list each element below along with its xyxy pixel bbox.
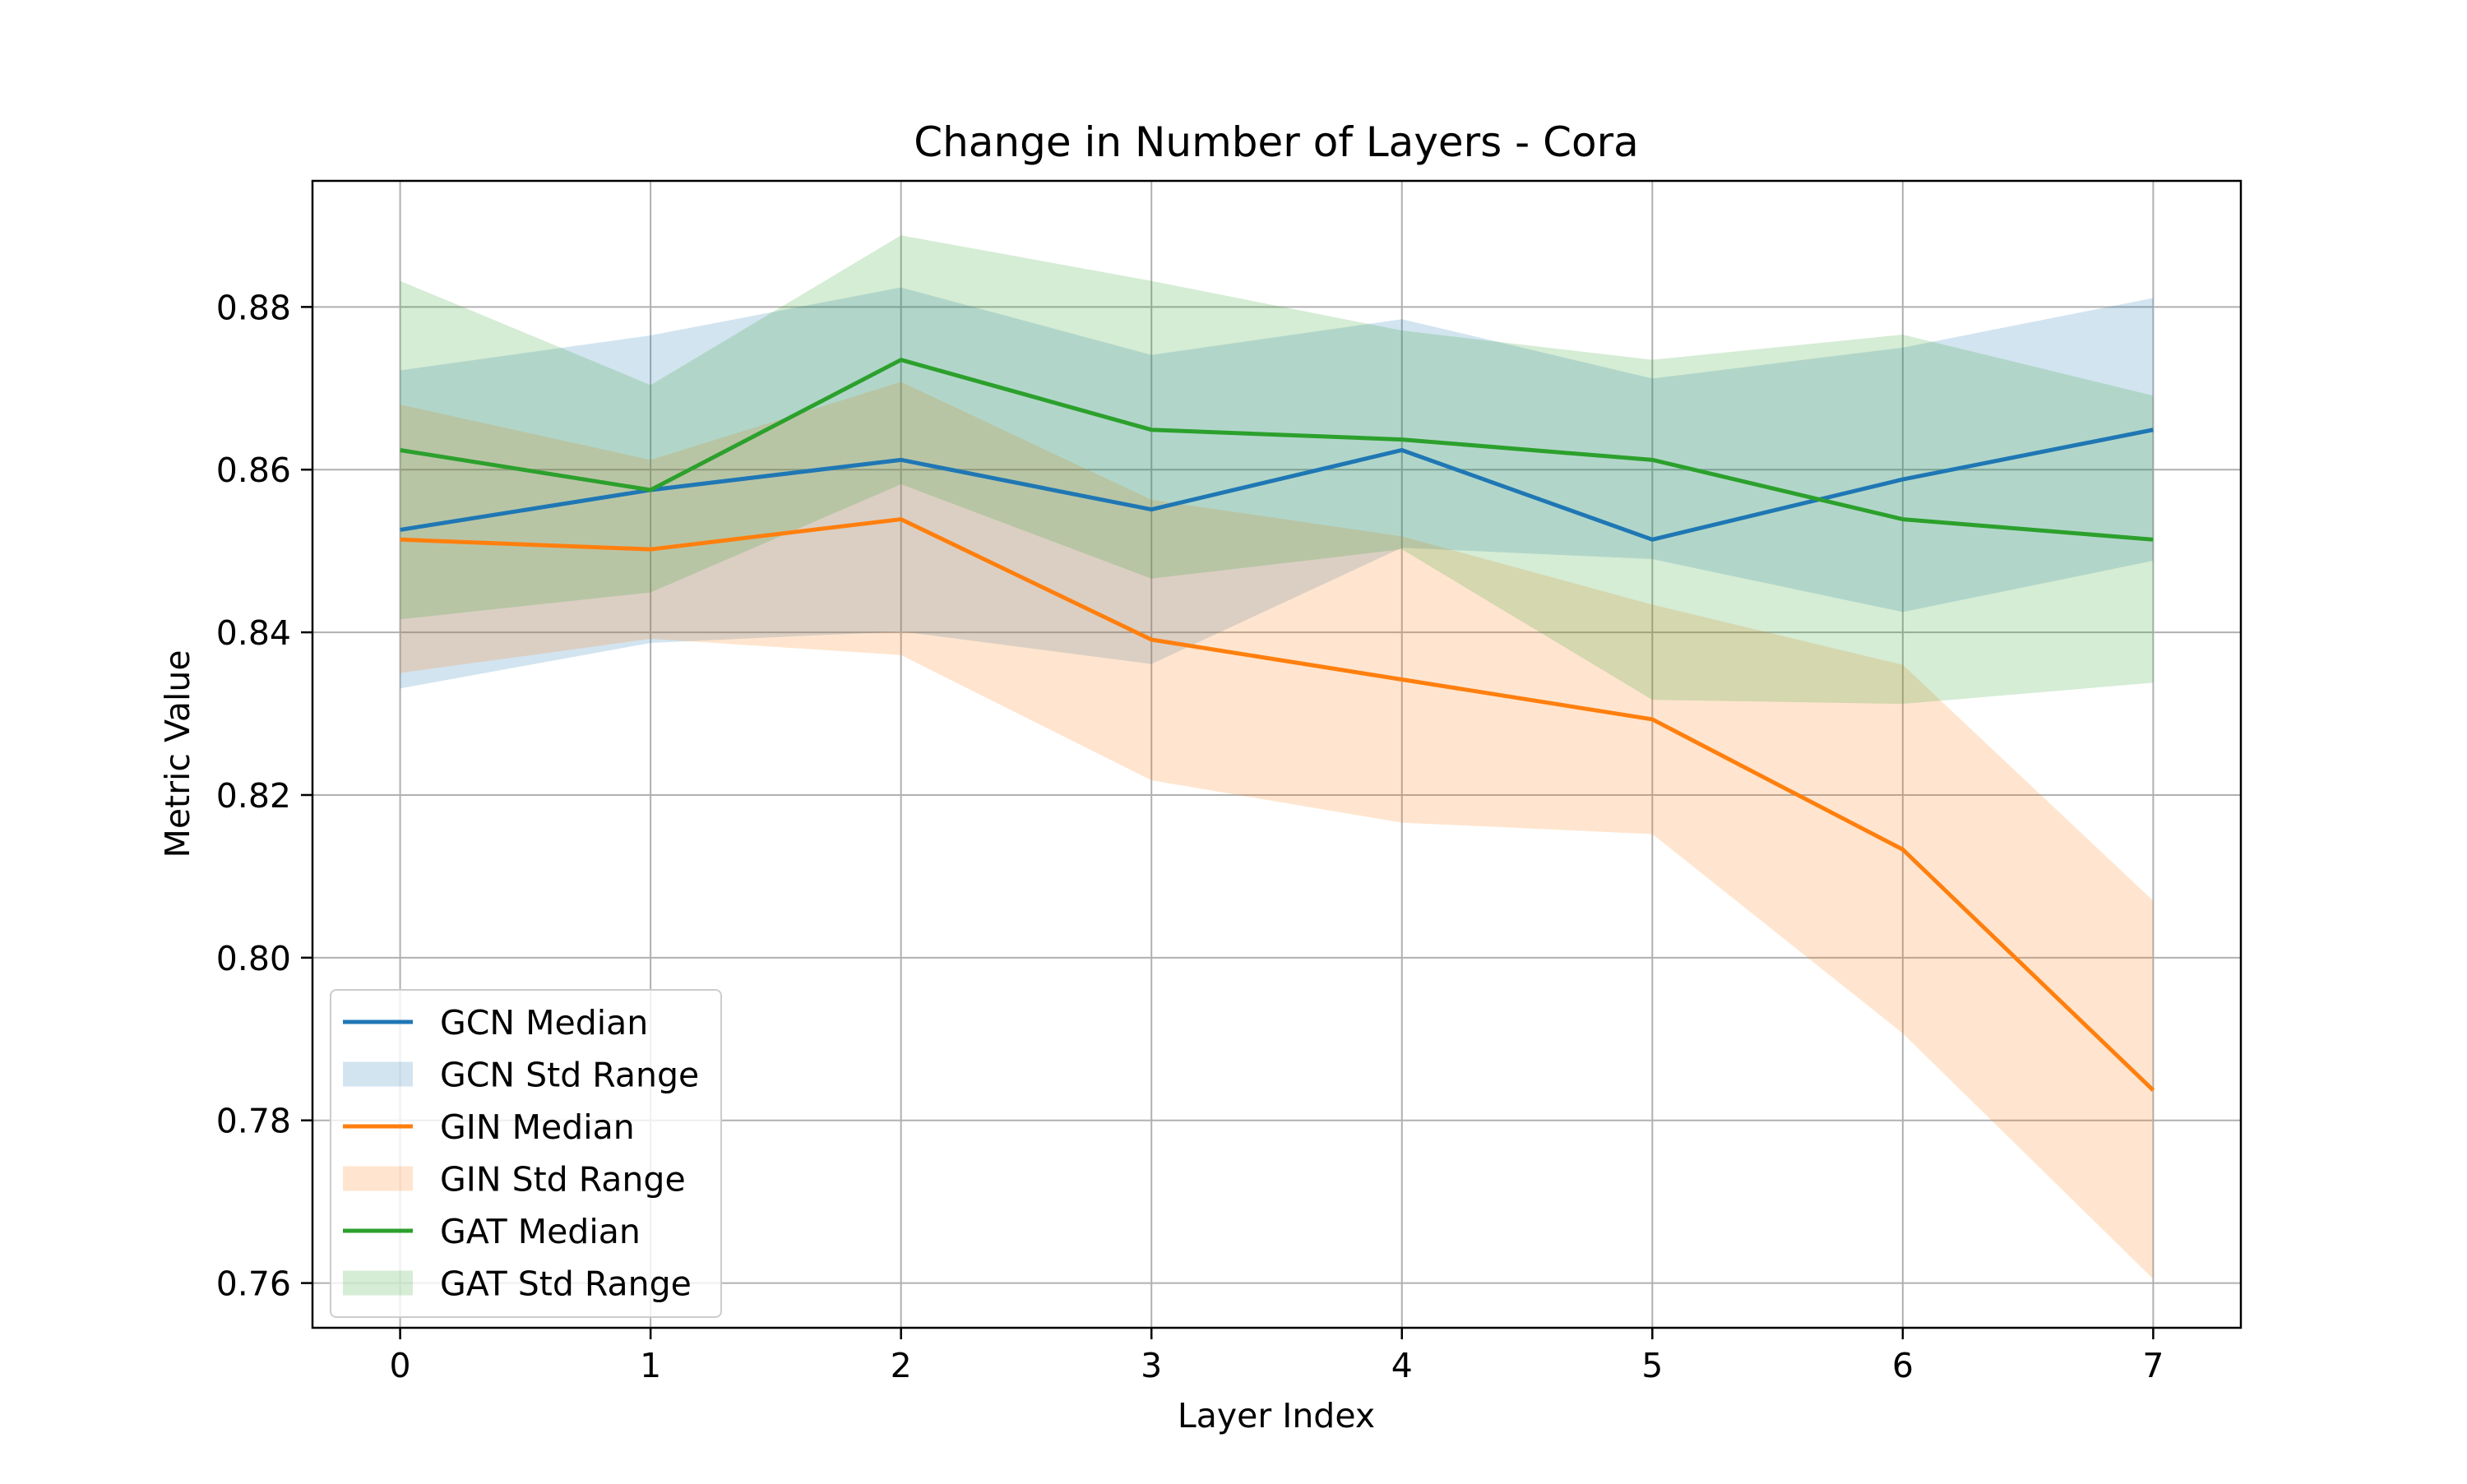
legend-box [330, 989, 722, 1318]
chart-title: Change in Number of Layers - Cora [914, 118, 1639, 166]
y-tick-label: 0.78 [216, 1102, 291, 1141]
legend-swatch-gat-std [343, 1270, 413, 1296]
y-tick-label: 0.80 [216, 939, 291, 978]
x-tick-label: 5 [1641, 1346, 1663, 1385]
x-tick-label: 4 [1391, 1346, 1413, 1385]
x-tick-label: 6 [1892, 1346, 1914, 1385]
legend-label-gat-median: GAT Median [440, 1212, 641, 1251]
axis-ticks: 0 1 2 3 4 5 6 7 0.76 0.78 0.80 0.82 0.84 0.86 0.88 [216, 288, 2164, 1385]
plot-frame [311, 179, 2243, 1329]
std-band-gin [400, 381, 2154, 1279]
y-tick-label: 0.84 [216, 613, 291, 653]
std-band-gcn [400, 287, 2154, 689]
legend-label-gin-median: GIN Median [440, 1107, 635, 1147]
legend-swatch-gcn-std [343, 1061, 413, 1087]
x-axis-label: Layer Index [1178, 1396, 1375, 1435]
y-axis-label: Metric Value [158, 650, 197, 858]
std-bands [400, 235, 2154, 1279]
x-tick-label: 7 [2142, 1346, 2164, 1385]
legend-label-gat-std: GAT Std Range [440, 1264, 692, 1304]
legend: GCN Median GCN Std Range GIN Median GIN Std… [330, 989, 722, 1318]
legend-label-gcn-std: GCN Std Range [440, 1056, 699, 1095]
x-tick-label: 2 [891, 1346, 912, 1385]
median-lines [400, 358, 2155, 1092]
y-tick-label: 0.76 [216, 1264, 291, 1304]
median-line-gat [400, 358, 2154, 542]
y-tick-label: 0.82 [216, 776, 291, 816]
legend-label-gcn-median: GCN Median [440, 1003, 648, 1042]
legend-swatch-gin-std [343, 1166, 413, 1191]
median-line-gcn [400, 428, 2154, 542]
x-tick-label: 0 [390, 1346, 411, 1385]
y-tick-label: 0.86 [216, 451, 291, 490]
x-tick-label: 1 [640, 1346, 661, 1385]
x-tick-label: 3 [1141, 1346, 1162, 1385]
std-band-gat [400, 235, 2154, 705]
median-line-gin [400, 517, 2155, 1092]
legend-label-gin-std: GIN Std Range [440, 1160, 686, 1200]
y-tick-label: 0.88 [216, 288, 291, 327]
